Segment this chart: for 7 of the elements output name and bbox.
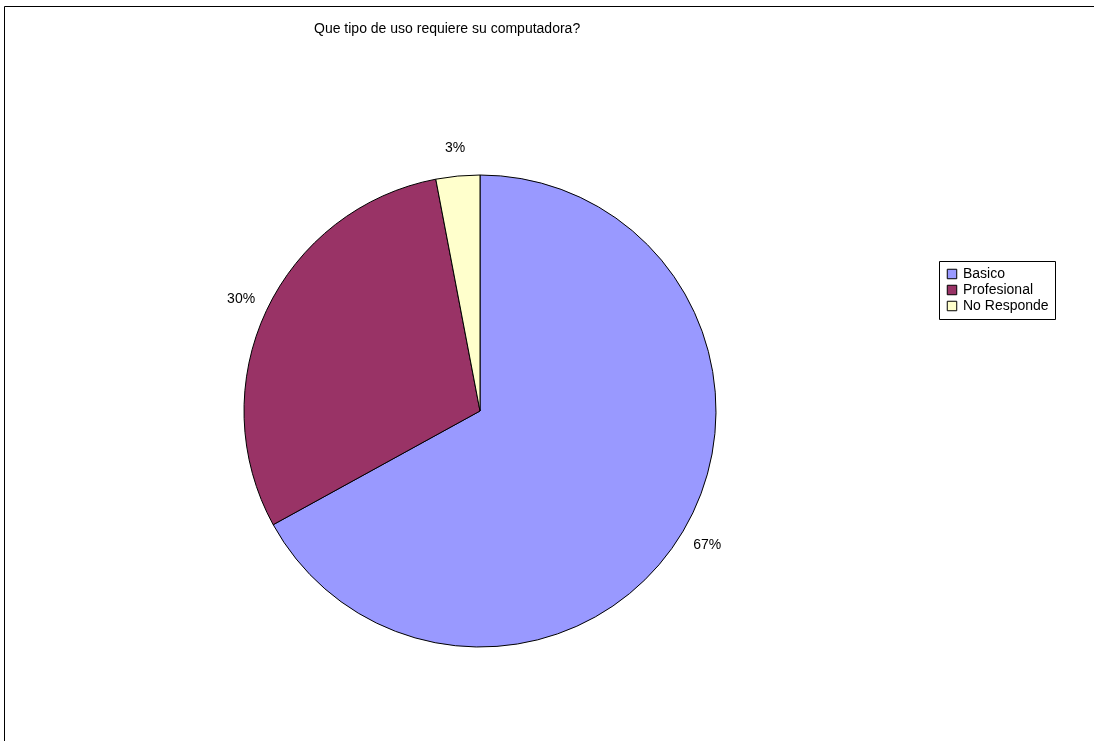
data-label: 67% [693, 536, 722, 553]
chart-title: Que tipo de uso requiere su computadora? [314, 20, 581, 36]
legend-label: Basico [963, 265, 1006, 281]
data-label: 30% [227, 289, 256, 306]
legend-label: No Responde [963, 297, 1049, 313]
legend-label: Profesional [963, 281, 1034, 297]
data-label: 3% [445, 139, 466, 156]
